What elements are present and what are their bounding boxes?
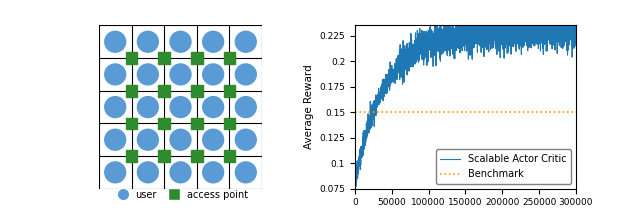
Scalable Actor Critic <box>376 97 384 100</box>
FancyBboxPatch shape <box>158 117 170 129</box>
Circle shape <box>236 64 256 85</box>
Legend: Scalable Actor Critic, Benchmark: Scalable Actor Critic, Benchmark <box>436 149 571 184</box>
FancyBboxPatch shape <box>223 52 236 64</box>
Circle shape <box>203 31 223 52</box>
FancyBboxPatch shape <box>191 85 203 97</box>
Circle shape <box>138 64 158 85</box>
Circle shape <box>236 129 256 150</box>
Circle shape <box>203 162 223 183</box>
Legend: user, access point: user, access point <box>109 186 252 203</box>
Circle shape <box>170 64 191 85</box>
Circle shape <box>138 162 158 183</box>
FancyBboxPatch shape <box>158 52 170 64</box>
FancyBboxPatch shape <box>223 117 236 129</box>
FancyBboxPatch shape <box>191 150 203 162</box>
Circle shape <box>203 129 223 150</box>
Circle shape <box>203 64 223 85</box>
Circle shape <box>236 31 256 52</box>
Circle shape <box>203 97 223 117</box>
Circle shape <box>170 97 191 117</box>
FancyBboxPatch shape <box>125 150 138 162</box>
Scalable Actor Critic <box>544 21 552 24</box>
Scalable Actor Critic <box>351 178 359 180</box>
Benchmark <box>351 111 359 113</box>
FancyBboxPatch shape <box>125 117 138 129</box>
Circle shape <box>236 162 256 183</box>
Circle shape <box>105 31 125 52</box>
Circle shape <box>105 64 125 85</box>
Scalable Actor Critic <box>436 45 444 47</box>
FancyBboxPatch shape <box>125 52 138 64</box>
FancyBboxPatch shape <box>223 85 236 97</box>
Circle shape <box>236 97 256 117</box>
Circle shape <box>105 97 125 117</box>
Circle shape <box>138 129 158 150</box>
Scalable Actor Critic <box>433 21 441 24</box>
Line: Scalable Actor Critic: Scalable Actor Critic <box>355 22 576 187</box>
FancyBboxPatch shape <box>223 150 236 162</box>
Scalable Actor Critic <box>445 32 453 34</box>
Benchmark <box>351 111 359 113</box>
Scalable Actor Critic <box>568 26 575 29</box>
Circle shape <box>170 162 191 183</box>
FancyBboxPatch shape <box>191 52 203 64</box>
Y-axis label: Average Reward: Average Reward <box>304 65 314 149</box>
FancyBboxPatch shape <box>191 117 203 129</box>
Circle shape <box>170 31 191 52</box>
Scalable Actor Critic <box>352 185 360 188</box>
FancyBboxPatch shape <box>158 85 170 97</box>
Scalable Actor Critic <box>572 33 580 35</box>
Scalable Actor Critic <box>390 69 397 72</box>
Circle shape <box>105 129 125 150</box>
Circle shape <box>170 129 191 150</box>
Circle shape <box>138 31 158 52</box>
FancyBboxPatch shape <box>125 85 138 97</box>
FancyBboxPatch shape <box>158 150 170 162</box>
Circle shape <box>138 97 158 117</box>
Circle shape <box>105 162 125 183</box>
